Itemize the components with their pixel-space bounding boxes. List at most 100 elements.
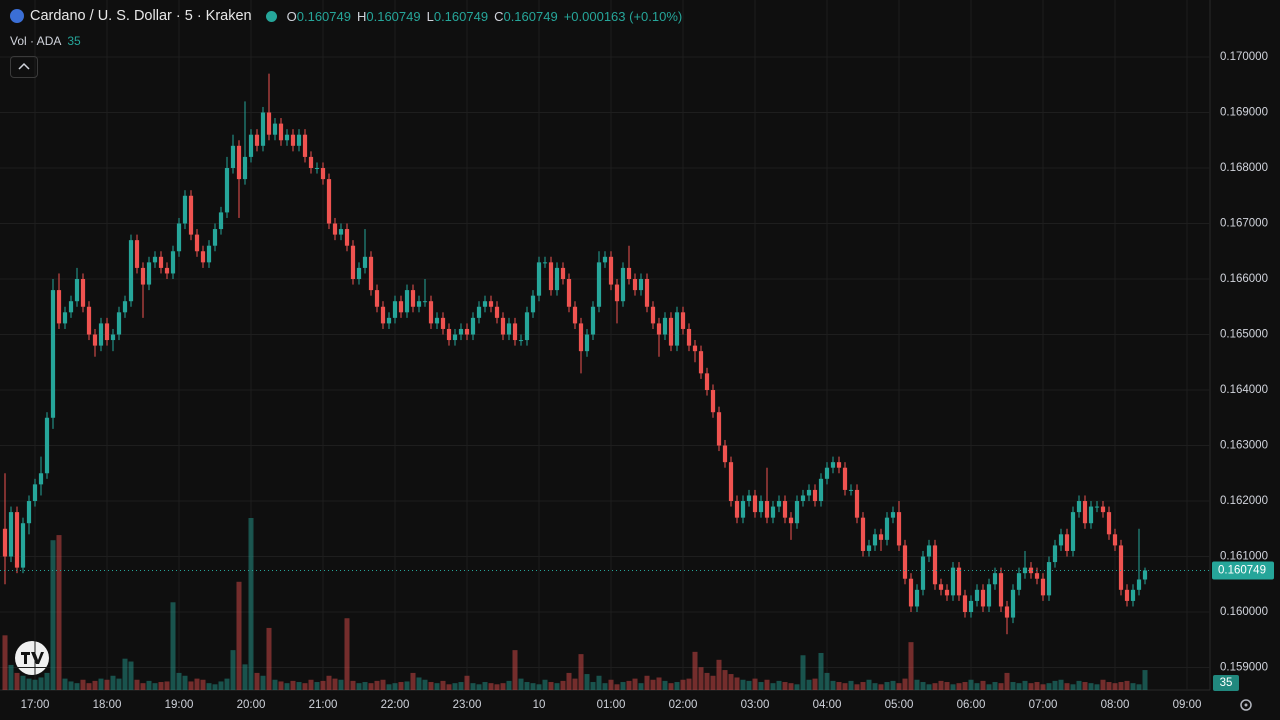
candle-body xyxy=(74,279,80,302)
volume-bar xyxy=(524,682,530,690)
volume-bar xyxy=(896,683,902,690)
volume-bar xyxy=(680,679,686,690)
volume-bar xyxy=(776,680,782,690)
candle-body xyxy=(974,589,980,601)
volume-bar xyxy=(950,684,956,690)
y-tick-label: 0.168000 xyxy=(1220,162,1268,174)
grid xyxy=(0,0,1210,690)
volume-bar xyxy=(56,535,62,690)
settings-icon[interactable] xyxy=(1240,699,1252,711)
candle-body xyxy=(452,334,458,341)
candle-body xyxy=(1004,606,1010,618)
volume-bar xyxy=(734,677,740,690)
candle-body xyxy=(50,290,56,418)
candle-body xyxy=(836,462,842,468)
volume-bar xyxy=(422,679,428,690)
volume-bar xyxy=(956,683,962,690)
candle-body xyxy=(848,489,854,491)
volume-bar xyxy=(482,682,488,690)
x-tick-label: 03:00 xyxy=(741,699,770,711)
ohlc-value: 0.160749 xyxy=(503,8,558,24)
volume-bar xyxy=(962,682,968,690)
candle-body xyxy=(788,517,794,524)
tv-logo[interactable] xyxy=(15,641,49,675)
candle-body xyxy=(350,245,356,280)
candle-body xyxy=(644,279,650,307)
candle-body xyxy=(86,306,92,335)
change: +0.000163 (+0.10%) xyxy=(563,8,683,24)
volume-bar xyxy=(368,683,374,690)
candle-body xyxy=(176,223,182,252)
candle-body xyxy=(434,317,440,324)
volume-bar xyxy=(230,650,236,690)
collapse-button[interactable] xyxy=(10,56,38,78)
candle-body xyxy=(230,145,236,169)
candle-body xyxy=(20,523,26,568)
candle-body xyxy=(860,517,866,551)
volume-bar xyxy=(830,680,836,690)
volume-bar xyxy=(974,683,980,690)
volume-bar xyxy=(170,602,176,690)
candle-body xyxy=(374,290,380,307)
volume-bar xyxy=(728,674,734,690)
volume-bar xyxy=(1016,683,1022,690)
volume-tag-label: 35 xyxy=(1220,677,1233,689)
candle-body xyxy=(608,256,614,285)
candle-body xyxy=(332,223,338,235)
candle-body xyxy=(764,501,770,518)
candle-body xyxy=(398,301,404,313)
volume-bar xyxy=(68,681,74,690)
candle-body xyxy=(356,267,362,280)
candle-body xyxy=(980,589,986,607)
candle-body xyxy=(638,279,644,291)
candle-body xyxy=(518,340,524,342)
volume-bar xyxy=(986,684,992,690)
volume-bar xyxy=(14,672,20,690)
volume-bar xyxy=(44,672,50,690)
candle-body xyxy=(992,573,998,585)
volume-bar xyxy=(542,679,548,690)
candle-body xyxy=(1142,570,1148,580)
volume-bar xyxy=(344,618,350,690)
candle-body xyxy=(1082,501,1088,524)
candle-body xyxy=(164,267,170,274)
volume-bar xyxy=(1070,684,1076,690)
candle-body xyxy=(560,267,566,280)
candle-body xyxy=(680,312,686,329)
volume-bar xyxy=(968,679,974,690)
candle-body xyxy=(830,462,836,468)
candle-body xyxy=(782,501,788,518)
x-tick-label: 08:00 xyxy=(1101,699,1130,711)
volume-bar xyxy=(80,679,86,690)
candle-body xyxy=(488,301,494,307)
volume-bar xyxy=(692,651,698,690)
y-tick-label: 0.170000 xyxy=(1220,51,1268,63)
volume-tag xyxy=(1213,675,1239,691)
volume-bar xyxy=(326,675,332,690)
volume-bar xyxy=(2,635,8,690)
volume-bar xyxy=(164,681,170,690)
candle-body xyxy=(812,489,818,502)
volume-bar xyxy=(644,675,650,690)
volume-bar xyxy=(8,664,14,690)
volume-bar xyxy=(62,678,68,690)
volume-bar xyxy=(752,678,758,690)
candle-body xyxy=(110,334,116,341)
symbol[interactable]: Cardano / U. S. Dollar · 5 · Kraken xyxy=(30,8,252,24)
candle-body xyxy=(776,501,782,507)
symbol-icon xyxy=(10,9,24,23)
candle-body xyxy=(392,301,398,318)
x-tick-label: 22:00 xyxy=(381,699,410,711)
candle-body xyxy=(302,134,308,157)
candle-body xyxy=(314,168,320,170)
candle-body xyxy=(950,567,956,596)
volume-bar xyxy=(794,684,800,690)
volume-bar xyxy=(188,681,194,690)
volume-bar xyxy=(638,683,644,690)
volume-bar xyxy=(320,680,326,690)
candle-body xyxy=(482,301,488,307)
candle-body xyxy=(986,584,992,607)
volume-bar xyxy=(824,672,830,690)
volume-bar xyxy=(938,680,944,690)
volume-bar xyxy=(698,667,704,690)
